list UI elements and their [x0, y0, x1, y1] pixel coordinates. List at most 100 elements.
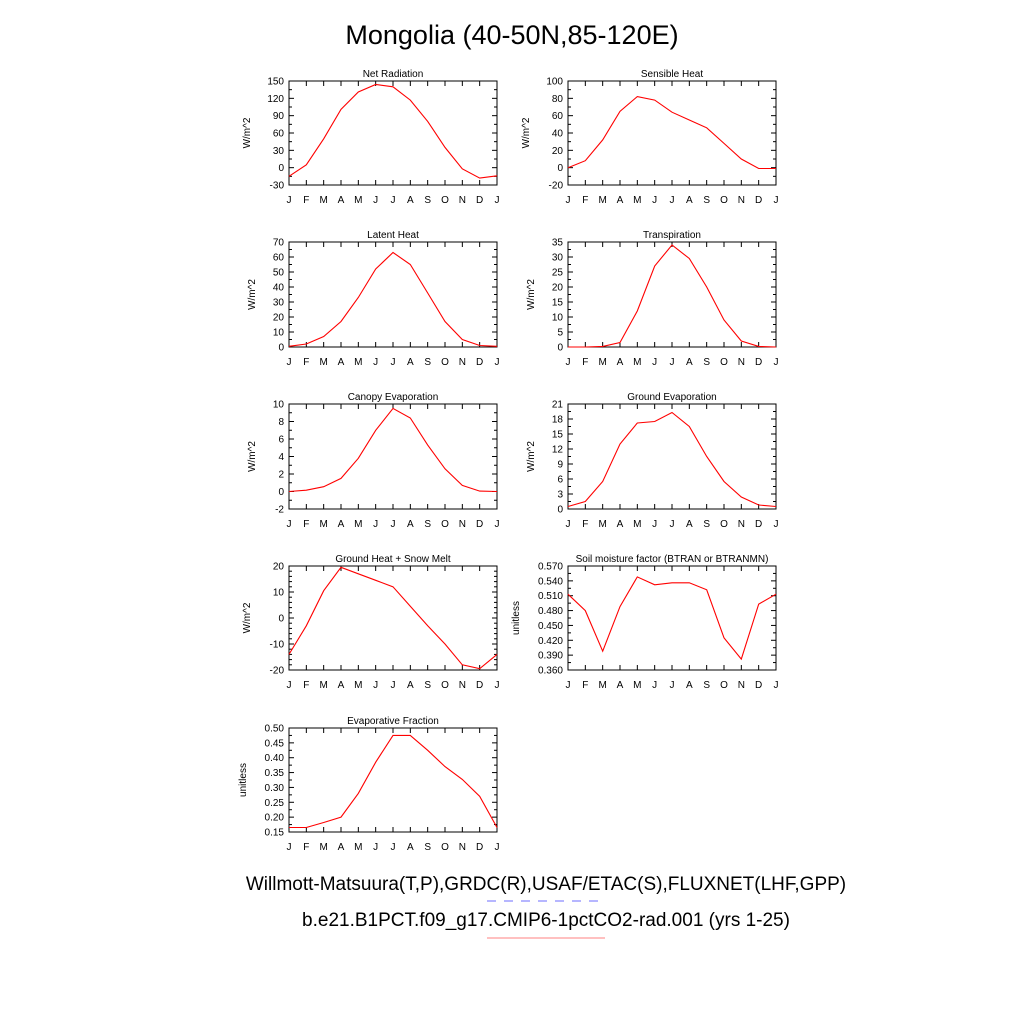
- plot-frame: [567, 403, 777, 510]
- series-line: [289, 734, 498, 829]
- panel-title: Latent Heat: [367, 230, 419, 241]
- y-tick-label: -2: [275, 505, 284, 516]
- y-tick-label: 0.390: [538, 651, 563, 662]
- x-tick-label: M: [633, 680, 641, 691]
- x-tick-label: M: [354, 842, 362, 853]
- y-tick-label: 10: [273, 588, 285, 599]
- x-tick-label: M: [354, 357, 362, 368]
- x-tick-label: F: [303, 519, 309, 530]
- series-line: [288, 566, 498, 670]
- x-tick-label: J: [774, 195, 779, 206]
- x-tick-label: J: [652, 680, 657, 691]
- y-tick-label: 0.510: [538, 591, 563, 602]
- x-tick-label: J: [670, 519, 675, 530]
- y-tick-label: 21: [552, 400, 564, 411]
- x-tick-label: M: [354, 519, 362, 530]
- x-tick-label: D: [755, 680, 762, 691]
- y-tick-label: 30: [273, 298, 285, 309]
- x-tick-label: M: [319, 195, 327, 206]
- x-tick-label: J: [495, 680, 500, 691]
- x-tick-label: A: [407, 842, 414, 853]
- series-line: [567, 576, 777, 661]
- plot-frame: [567, 80, 777, 186]
- x-tick-label: N: [459, 195, 466, 206]
- y-tick-label: 18: [552, 415, 564, 426]
- x-tick-label: M: [319, 680, 327, 691]
- series-line: [567, 411, 777, 508]
- y-tick-label: 4: [278, 452, 284, 463]
- main-title: Mongolia (40-50N,85-120E): [345, 20, 678, 50]
- y-tick-label: 50: [273, 268, 285, 279]
- y-tick-label: 5: [557, 328, 563, 339]
- x-tick-label: N: [738, 357, 745, 368]
- y-tick-label: 0: [557, 343, 563, 354]
- x-tick-label: D: [476, 842, 483, 853]
- x-tick-label: D: [476, 519, 483, 530]
- x-tick-label: N: [738, 519, 745, 530]
- y-axis-label: W/m^2: [526, 279, 537, 310]
- x-tick-label: J: [566, 195, 571, 206]
- y-tick-label: 15: [552, 298, 564, 309]
- x-tick-label: A: [407, 680, 414, 691]
- x-tick-label: O: [441, 195, 449, 206]
- y-tick-label: 150: [267, 77, 284, 88]
- x-tick-label: J: [495, 195, 500, 206]
- y-axis-label: W/m^2: [242, 602, 253, 633]
- x-tick-label: J: [670, 195, 675, 206]
- x-tick-label: N: [459, 842, 466, 853]
- y-tick-label: 0.20: [265, 813, 285, 824]
- x-tick-label: O: [720, 195, 728, 206]
- y-tick-label: 60: [273, 129, 285, 140]
- y-tick-label: 0: [557, 505, 563, 516]
- plot-frame: [288, 241, 498, 348]
- y-tick-label: 120: [267, 94, 284, 105]
- x-tick-label: J: [287, 195, 292, 206]
- x-tick-label: M: [598, 195, 606, 206]
- x-tick-label: A: [686, 357, 693, 368]
- y-tick-label: 20: [552, 283, 564, 294]
- x-tick-label: S: [424, 357, 431, 368]
- y-tick-label: 15: [552, 430, 564, 441]
- plot-frame: [567, 565, 777, 671]
- y-tick-label: 0.30: [265, 783, 285, 794]
- x-tick-label: J: [774, 680, 779, 691]
- x-tick-label: F: [303, 195, 309, 206]
- panel-title: Evaporative Fraction: [347, 716, 439, 727]
- x-tick-label: A: [407, 357, 414, 368]
- x-tick-label: J: [373, 519, 378, 530]
- plot-frame: [288, 80, 498, 186]
- x-tick-label: J: [652, 519, 657, 530]
- x-tick-label: O: [720, 519, 728, 530]
- x-tick-label: J: [670, 357, 675, 368]
- y-tick-label: 6: [278, 435, 284, 446]
- x-tick-label: J: [373, 680, 378, 691]
- x-tick-label: O: [441, 680, 449, 691]
- x-tick-label: O: [441, 519, 449, 530]
- x-tick-label: D: [476, 195, 483, 206]
- x-tick-label: J: [652, 195, 657, 206]
- y-tick-label: 0: [557, 163, 563, 174]
- x-tick-label: J: [287, 519, 292, 530]
- y-tick-label: 70: [273, 238, 285, 249]
- x-tick-label: F: [303, 357, 309, 368]
- x-tick-label: D: [476, 357, 483, 368]
- y-tick-label: 80: [552, 94, 564, 105]
- y-tick-label: 60: [273, 253, 285, 264]
- x-tick-label: J: [373, 195, 378, 206]
- y-tick-label: 35: [552, 238, 564, 249]
- plot-frame: [567, 241, 777, 348]
- x-tick-label: A: [338, 357, 345, 368]
- y-tick-label: 0.540: [538, 576, 563, 587]
- x-tick-label: M: [319, 519, 327, 530]
- x-tick-label: O: [720, 357, 728, 368]
- x-tick-label: J: [566, 680, 571, 691]
- panel-title: Ground Heat + Snow Melt: [335, 554, 451, 565]
- x-tick-label: A: [338, 195, 345, 206]
- panel-title: Transpiration: [643, 230, 701, 241]
- y-tick-label: 60: [552, 111, 564, 122]
- panel-7: Ground Heat + Snow MeltW/m^220100-10-20J…: [242, 554, 500, 691]
